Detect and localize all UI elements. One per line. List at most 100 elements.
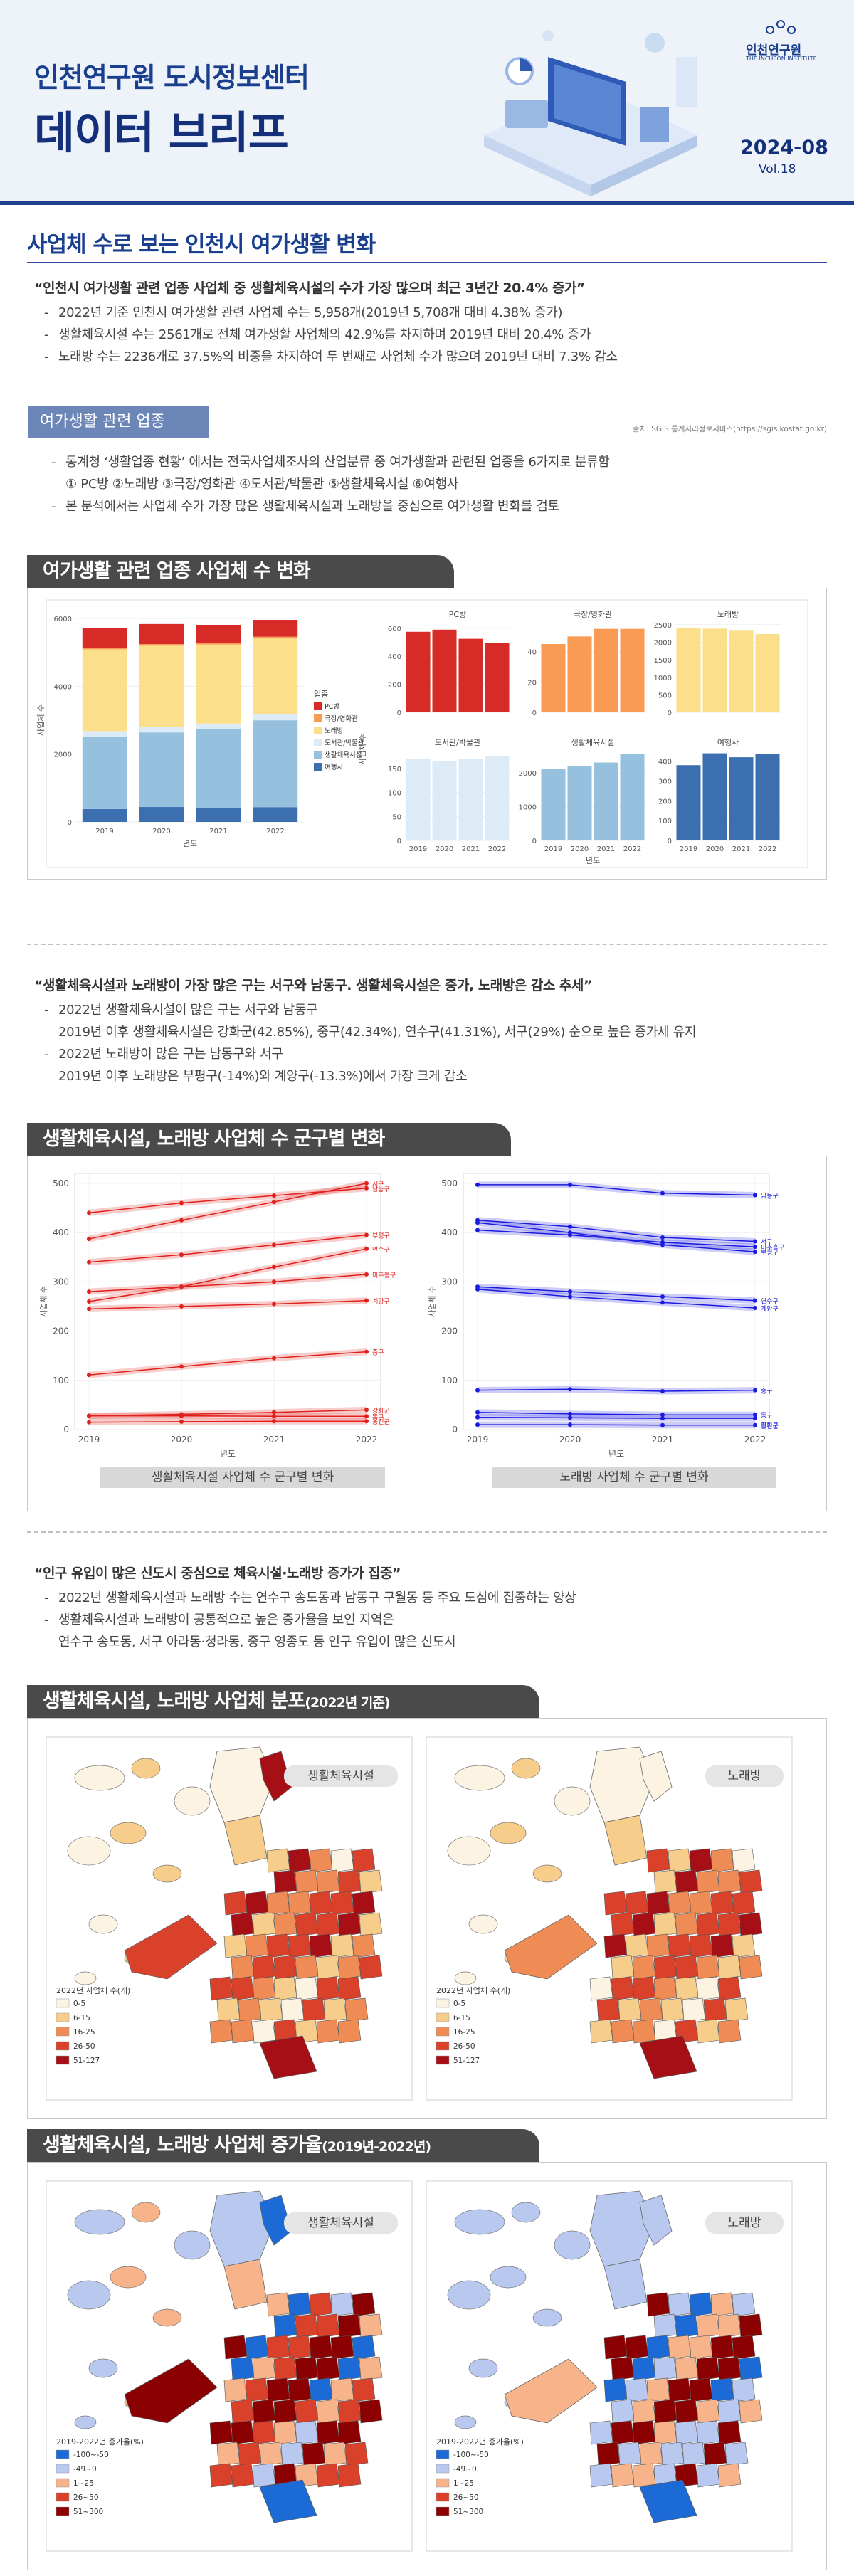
data-point <box>660 1389 665 1393</box>
district-region <box>739 1869 763 1894</box>
district-region <box>352 2292 376 2317</box>
x-tick-label: 2020 <box>152 828 170 835</box>
y-tick-label: 200 <box>53 1326 69 1336</box>
legend-label: 51-127 <box>73 2057 100 2065</box>
stacked-bar-segment <box>253 807 298 822</box>
legend-swatch <box>56 2041 70 2051</box>
district-region <box>632 1955 656 1980</box>
district-region <box>653 2356 678 2381</box>
data-point <box>272 1414 276 1419</box>
legend-label: -100~-50 <box>453 2451 489 2459</box>
district-region <box>266 2335 290 2360</box>
section2-panel: 0 100 200 300 400 500 2019 2020 2021 2022 년도 사업체 수 서… <box>27 1156 827 1511</box>
district-region <box>295 2356 319 2381</box>
district-region <box>639 1751 673 1802</box>
stacked-bar-segment <box>139 645 184 727</box>
facet-bar <box>458 638 483 712</box>
section3-title: 생활체육시설, 노래방 사업체 분포(2022년 기준) <box>27 1685 539 1718</box>
district-region <box>273 1976 297 2001</box>
data-point <box>272 1265 276 1269</box>
district-line-charts: 0 100 200 300 400 500 2019 2020 2021 2022 년도 사업체 수 서… <box>39 1173 784 1459</box>
section3-bullet: 연수구 송도동, 서구 아라동·청라동, 중구 영종도 등 인구 유입이 많은 … <box>58 1635 456 1649</box>
section1-title: 여가생활 관련 업종 사업체 수 변화 <box>27 555 454 588</box>
district-region <box>596 2442 621 2466</box>
series-label: 중구 <box>761 1388 773 1395</box>
data-point <box>87 1413 91 1418</box>
district-region <box>288 2377 312 2402</box>
island-region <box>110 2266 147 2289</box>
island-region <box>554 2230 591 2260</box>
district-region <box>696 2356 720 2381</box>
district-region <box>231 2420 255 2445</box>
x-tick-label: 2021 <box>209 828 227 835</box>
district-region <box>696 1976 720 2001</box>
district-region <box>611 1955 635 1980</box>
district-region <box>696 2399 720 2424</box>
section3-lead: “인구 유입이 많은 신도시 중심으로 체육시설·노래방 증가가 집중” <box>34 1566 401 1581</box>
district-region <box>231 2356 255 2381</box>
series-line <box>88 1299 367 1310</box>
district-region <box>273 2420 297 2445</box>
district-region <box>696 2463 720 2488</box>
data-point <box>475 1287 480 1292</box>
x-tick-label: 2022 <box>266 828 284 835</box>
district-region <box>689 1891 713 1916</box>
district-region <box>632 2019 656 2044</box>
district-region <box>724 2442 749 2466</box>
series-line <box>88 1420 367 1423</box>
data-point <box>753 1416 757 1421</box>
data-point <box>364 1349 369 1354</box>
district-region <box>344 2442 369 2466</box>
data-point <box>364 1414 369 1419</box>
y-axis-label: 사업체 수 <box>36 704 46 736</box>
district-region <box>611 2019 635 2044</box>
map-label-karaoke: 노래방 <box>705 1765 784 1787</box>
district-region <box>589 1976 613 2001</box>
y-tick-label: 0 <box>532 838 537 845</box>
y-tick-label: 0 <box>668 709 672 717</box>
district-region <box>359 1955 383 1980</box>
district-region <box>589 2019 613 2044</box>
district-region <box>252 2420 276 2445</box>
org-name: 인천연구원 도시정보센터 <box>34 62 310 93</box>
data-point <box>364 1419 369 1424</box>
x-tick-label: 2021 <box>462 845 480 853</box>
legend-title: 2022년 사업체 수(개) <box>436 1986 510 1995</box>
legend-label: 26~50 <box>453 2493 479 2502</box>
y-tick-label: 0 <box>397 838 401 845</box>
series-line <box>477 1288 756 1309</box>
legend-swatch <box>314 727 322 734</box>
y-tick-label: 500 <box>53 1178 69 1188</box>
district-region <box>245 1933 269 1958</box>
district-region <box>739 1955 763 1980</box>
data-point <box>364 1408 369 1413</box>
district-region <box>288 1848 312 1873</box>
district-region <box>323 2442 347 2466</box>
district-region <box>288 2292 312 2317</box>
district-region <box>632 2356 656 2381</box>
data-point <box>753 1239 757 1244</box>
district-region <box>632 2420 656 2445</box>
stacked-bar-segment <box>139 727 184 733</box>
district-region <box>352 2335 376 2360</box>
y-tick-label: 100 <box>53 1376 69 1385</box>
district-region <box>273 2313 297 2338</box>
data-point <box>568 1224 572 1229</box>
section-divider <box>27 944 827 945</box>
data-point <box>568 1387 572 1392</box>
series-label: 연수구 <box>372 1246 390 1254</box>
district-region <box>739 2313 763 2338</box>
district-region <box>352 2377 376 2402</box>
stacked-bar-segment <box>82 808 127 822</box>
island-region <box>152 1864 182 1883</box>
y-tick-label: 6000 <box>54 616 72 623</box>
district-region <box>295 2313 319 2338</box>
data-point <box>753 1422 757 1427</box>
x-tick-label: 2021 <box>732 845 750 853</box>
district-region <box>703 1997 727 2022</box>
district-region <box>603 1891 628 1916</box>
district-region <box>266 1848 290 1873</box>
summary-bullet: - 노래방 수는 2236개로 37.5%의 비중을 차지하여 두 번째로 사업체… <box>44 349 618 364</box>
logo-subtext: THE INCHEON INSTITUTE <box>746 56 817 62</box>
district-region <box>330 1848 354 1873</box>
